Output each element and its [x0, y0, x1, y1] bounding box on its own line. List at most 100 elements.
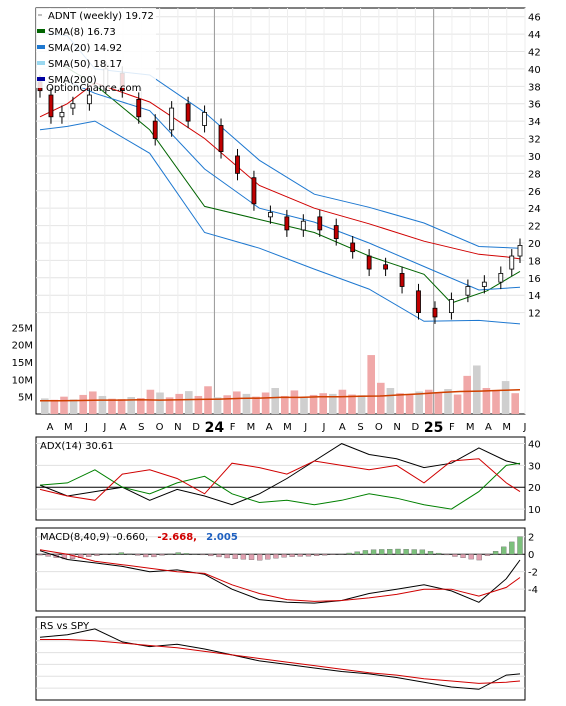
price-tick-label: 32: [528, 135, 541, 146]
macd-histogram-bar: [395, 548, 401, 555]
volume-bar: [281, 395, 289, 414]
time-tick-label: N: [174, 422, 181, 433]
legend-label: SMA(200): [48, 75, 97, 86]
volume-bar: [146, 389, 155, 414]
volume-bar: [242, 393, 251, 414]
time-tick-label: M: [466, 422, 475, 433]
macd-histogram-bar: [305, 554, 312, 557]
macd-histogram-bar: [281, 554, 287, 558]
time-tick-label: F: [230, 422, 236, 433]
time-tick-label: 25: [424, 420, 443, 436]
price-tick-label: 30: [528, 152, 541, 163]
time-tick-label: M: [283, 422, 292, 433]
macd-histogram-bar: [216, 554, 222, 558]
candle-body: [235, 155, 240, 174]
rs-average-line: [40, 639, 521, 684]
volume-bar: [137, 398, 145, 414]
candle-body: [300, 220, 306, 231]
macd-histogram-bar: [403, 549, 409, 555]
candle-body: [59, 112, 65, 118]
volume-bar: [434, 392, 443, 414]
macd-histogram-bar: [175, 552, 181, 555]
volume-bars: [40, 355, 521, 414]
macd-histogram-bar: [289, 554, 295, 557]
macd-tick-label: 0: [528, 550, 534, 561]
macd-histogram-bar: [118, 552, 125, 555]
candle-body: [333, 225, 339, 240]
volume-bar: [367, 355, 375, 414]
time-tick-label: F: [449, 422, 455, 433]
time-tick-label: M: [247, 422, 256, 433]
macd-histogram-bar: [370, 549, 377, 555]
candle-body: [383, 264, 389, 270]
volume-bar: [319, 393, 327, 414]
macd-histogram-bar: [509, 541, 515, 555]
macd-histogram-bar: [460, 554, 466, 558]
macd-histogram-bar: [379, 549, 385, 555]
price-axis: 12 14 16 18 20 22 24 26 28 30 32 34 36 38 40 42 44 46: [528, 13, 541, 320]
macd-signal-line: [39, 549, 521, 602]
macd-histogram-bar: [476, 554, 482, 561]
volume-bar: [185, 391, 193, 414]
macd-axis: -4 -2 0 2: [528, 533, 538, 596]
rs-line: [39, 628, 521, 690]
macd-histogram-bar: [151, 554, 157, 558]
candlesticks: [37, 61, 523, 324]
volume-bar: [60, 396, 68, 414]
candle-body: [481, 281, 487, 287]
candle-body: [169, 107, 175, 131]
macd-histogram-bar: [110, 553, 116, 555]
macd-histogram-bar: [419, 549, 426, 555]
time-tick-label: 24: [205, 420, 225, 436]
macd-line: [39, 550, 521, 604]
di-line: [39, 458, 521, 501]
candle-body: [317, 216, 323, 231]
volume-bar: [165, 397, 174, 414]
price-tick-label: 34: [528, 117, 541, 128]
price-tick-label: 14: [528, 291, 541, 302]
macd-tick-label: -4: [528, 585, 538, 596]
volume-bar: [473, 365, 481, 414]
sma8-line: [64, 65, 521, 304]
time-tick-label: A: [120, 422, 127, 433]
adx-tick-label: 40: [528, 440, 541, 451]
time-tick-label: J: [102, 422, 106, 433]
macd-histogram-bar: [257, 554, 263, 561]
macd-histogram-bar: [134, 554, 141, 556]
candle-body: [152, 120, 158, 139]
rs-panel: RS vs SPY: [35, 616, 526, 701]
macd-title: MACD(8,40,9) -0.660, -2.668, 2.005: [40, 532, 238, 543]
volume-bar: [377, 382, 385, 414]
volume-bar: [89, 391, 97, 414]
time-tick-label: J: [303, 422, 307, 433]
volume-bar: [204, 386, 212, 414]
price-tick-label: 44: [528, 30, 541, 41]
time-tick-label: J: [523, 422, 527, 433]
candle-body: [399, 273, 405, 287]
volume-bar: [175, 393, 183, 414]
volume-bar: [482, 388, 491, 414]
price-tick-label: 12: [528, 309, 541, 320]
macd-histogram-bar: [468, 554, 474, 560]
price-tick-label: 46: [528, 13, 541, 24]
macd-histogram-bar: [313, 554, 320, 556]
legend-swatch: [37, 45, 45, 49]
time-axis: A M J J A S O N D 24 F M A M J J A S O N D 25 F M A M J: [47, 420, 527, 436]
macd-histogram-bar: [265, 554, 271, 560]
macd-histogram-bar: [45, 554, 51, 557]
time-tick-label: M: [502, 422, 511, 433]
macd-histogram-bar: [224, 554, 230, 559]
volume-bar: [252, 396, 260, 414]
legend-label: ADNT (weekly) 19.72: [48, 11, 154, 22]
volume-bar: [329, 393, 337, 414]
macd-histogram-bar: [362, 550, 369, 555]
candle-body: [416, 290, 421, 313]
volume-average-line: [40, 388, 521, 402]
price-tick-label: 40: [528, 65, 541, 76]
volume-bar: [338, 389, 347, 414]
candle-body: [267, 212, 273, 218]
time-tick-label: J: [322, 422, 326, 433]
time-tick-label: O: [156, 422, 164, 433]
macd-histogram-bar: [322, 554, 328, 556]
